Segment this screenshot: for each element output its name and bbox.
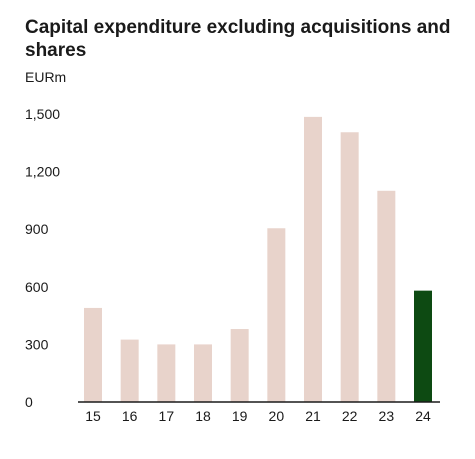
bar-19 bbox=[230, 329, 249, 402]
bar-23 bbox=[377, 190, 396, 402]
x-tick-label: 18 bbox=[195, 408, 211, 424]
bar-18 bbox=[194, 344, 212, 402]
y-tick-label: 900 bbox=[25, 221, 49, 237]
x-tick-label: 17 bbox=[159, 408, 175, 424]
x-tick-label: 24 bbox=[415, 408, 431, 424]
bar-22 bbox=[340, 132, 359, 403]
bar-20 bbox=[267, 228, 286, 402]
x-tick-label: 16 bbox=[122, 408, 138, 424]
bar-24 bbox=[414, 290, 432, 402]
chart-title: Capital expenditure excluding acquisitio… bbox=[25, 17, 451, 61]
bar-16 bbox=[120, 339, 139, 402]
x-tick-label: 19 bbox=[232, 408, 248, 424]
bar-17 bbox=[157, 344, 176, 402]
x-tick-label: 15 bbox=[85, 408, 101, 424]
y-tick-label: 1,200 bbox=[25, 164, 60, 180]
x-tick-label: 20 bbox=[269, 408, 285, 424]
x-axis-ticks: 15 16 17 18 19 20 21 22 23 24 bbox=[85, 408, 431, 424]
y-tick-label: 600 bbox=[25, 279, 49, 295]
y-tick-label: 300 bbox=[25, 336, 49, 352]
bar-15 bbox=[84, 307, 102, 402]
y-axis-unit-label: EURm bbox=[25, 69, 67, 85]
bar-21 bbox=[304, 116, 322, 402]
x-tick-label: 23 bbox=[379, 408, 395, 424]
bars bbox=[84, 116, 432, 403]
y-tick-label: 0 bbox=[25, 394, 33, 410]
y-tick-label: 1,500 bbox=[25, 106, 60, 122]
y-axis-ticks: 0 300 600 900 1,200 1,500 bbox=[25, 106, 60, 410]
x-tick-label: 21 bbox=[305, 408, 321, 424]
x-tick-label: 22 bbox=[342, 408, 358, 424]
